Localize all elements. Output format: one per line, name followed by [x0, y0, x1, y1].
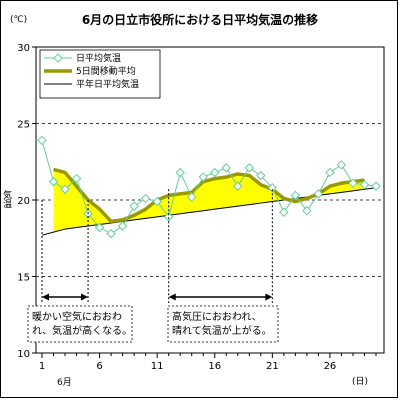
- daily-average-point: [175, 167, 185, 178]
- daily-average-point: [210, 167, 220, 178]
- y-tick-label: 15: [17, 273, 30, 284]
- legend-box: [39, 49, 161, 99]
- daily-average-point: [71, 173, 82, 184]
- legend-label: 5日間移動平均: [76, 65, 136, 77]
- y-tick-label: 25: [17, 120, 30, 131]
- annotation-arrowhead-left: [168, 293, 176, 301]
- daily-average-point: [163, 212, 174, 222]
- daily-average-point: [336, 160, 347, 170]
- annotation-arrowhead-right: [81, 293, 89, 301]
- daily-average-point: [140, 193, 151, 204]
- y-axis-label: 気温: [1, 189, 12, 208]
- y-unit-label: (℃): [10, 15, 27, 25]
- daily-average-point: [94, 222, 105, 233]
- daily-average-point: [106, 228, 116, 239]
- daily-average-point: [117, 221, 128, 231]
- x-tick-label: 11: [151, 361, 164, 372]
- daily-average-point: [267, 183, 278, 193]
- daily-average-point: [279, 207, 289, 217]
- daily-average-point: [348, 178, 358, 188]
- daily-average-point: [37, 135, 47, 146]
- x-tick-label: 1: [39, 361, 45, 372]
- annotation-text: 晴れて気温が上がる。: [172, 324, 272, 337]
- y-tick-label: 30: [17, 43, 30, 54]
- daily-average-point: [371, 181, 381, 191]
- daily-average-point: [221, 163, 231, 173]
- daily-average-point: [152, 196, 162, 207]
- annotation-text: 暖かい空気におおわ: [32, 310, 122, 323]
- daily-average-point: [233, 181, 243, 191]
- month-label: 6月: [57, 377, 72, 388]
- x-tick-label: 26: [324, 361, 337, 372]
- annotation-text: 高気圧におおわれ、: [172, 310, 262, 323]
- y-tick-label: 20: [17, 196, 30, 207]
- daily-average-point: [290, 190, 301, 201]
- x-tick-label: 6: [96, 361, 102, 372]
- daily-average-point: [129, 201, 139, 211]
- annotation-arrowhead-right: [265, 293, 273, 301]
- annotation-box: [167, 305, 279, 343]
- daily-average-point: [325, 167, 335, 178]
- daily-average-point: [48, 176, 59, 187]
- daily-average-point: [198, 172, 208, 182]
- y-tick-label: 10: [17, 349, 30, 360]
- annotation-text: れ、気温が高くなる。: [32, 324, 132, 337]
- x-tick-label: 21: [266, 361, 279, 372]
- series-lines: [37, 135, 381, 239]
- x-tick-label: 16: [208, 361, 221, 372]
- legend-swatch-marker: [53, 53, 63, 63]
- legend-label: 平年日平均気温: [76, 78, 139, 90]
- daily-average-point: [60, 184, 70, 194]
- legend-label: 日平均気温: [76, 52, 121, 64]
- series-moving-average-line: [53, 167, 365, 224]
- daily-average-point: [187, 192, 197, 202]
- daily-average-point: [313, 189, 324, 199]
- daily-average-point: [359, 179, 370, 190]
- daily-average-point: [256, 170, 266, 181]
- x-unit-label: (日): [352, 376, 368, 387]
- daily-average-point: [244, 163, 255, 173]
- annotation-arrowhead-left: [42, 293, 49, 301]
- annotation-box: [27, 305, 133, 343]
- daily-average-point: [302, 206, 312, 216]
- chart-title: 6月の日立市役所における日平均気温の推移: [82, 12, 318, 27]
